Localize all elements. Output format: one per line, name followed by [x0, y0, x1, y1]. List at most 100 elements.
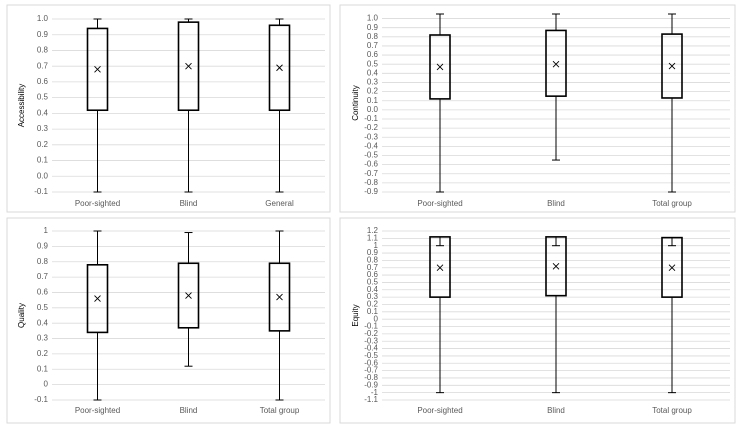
box: [545, 236, 567, 297]
y-tick-label: 0.6: [367, 50, 379, 59]
y-tick-label: 0.7: [37, 272, 49, 281]
mean-marker: [436, 63, 444, 71]
y-tick-label: -0.2: [364, 123, 378, 132]
mean-marker: [436, 264, 444, 272]
y-tick-label: 0.3: [367, 292, 379, 301]
y-tick-label: -0.6: [364, 358, 378, 367]
y-axis-label: Continuity: [351, 85, 360, 121]
y-tick-label: 0.8: [37, 257, 49, 266]
y-tick-label: -0.7: [364, 366, 378, 375]
y-tick-label: 0.7: [37, 61, 49, 70]
y-tick-label: -0.4: [364, 141, 378, 150]
box: [661, 33, 683, 99]
box: [86, 27, 109, 112]
y-tick-label: -0.3: [364, 336, 378, 345]
y-tick-label: 0.4: [367, 285, 379, 294]
mean-marker: [94, 295, 101, 302]
y-tick-label: 0.1: [37, 156, 49, 165]
y-tick-label: 0.4: [37, 318, 49, 327]
y-tick-label: 0.6: [37, 77, 49, 86]
y-axis-label: Equity: [351, 304, 360, 326]
y-tick-label: -0.1: [364, 114, 378, 123]
y-tick-label: 0.0: [37, 171, 49, 180]
y-tick-label: 0.6: [367, 270, 379, 279]
y-tick-label: -0.1: [34, 187, 48, 196]
x-tick-label: Total group: [260, 406, 300, 415]
x-tick-label: Poor-sighted: [417, 406, 462, 415]
y-tick-label: 0.7: [367, 41, 379, 50]
box: [429, 34, 451, 100]
box: [545, 29, 567, 97]
y-tick-label: 0.2: [37, 349, 49, 358]
x-tick-label: Poor-sighted: [417, 199, 462, 208]
y-tick-label: -0.9: [364, 187, 378, 196]
y-tick-label: -0.4: [364, 344, 378, 353]
x-tick-label: Blind: [547, 406, 565, 415]
mean-marker: [276, 293, 283, 301]
y-tick-label: 0.9: [367, 23, 379, 32]
y-tick-label: -0.1: [364, 322, 378, 331]
y-tick-label: -0.1: [34, 395, 48, 404]
box: [268, 24, 291, 112]
panel: [339, 217, 736, 424]
panel: [339, 4, 736, 213]
y-tick-label: 0.8: [367, 256, 379, 265]
y-tick-label: 0.6: [37, 288, 49, 297]
y-tick-label: 0.0: [367, 105, 379, 114]
y-tick-label: 0.3: [37, 124, 49, 133]
y-tick-label: 0.3: [367, 78, 379, 87]
mean-marker: [668, 264, 676, 272]
y-tick-label: 0.2: [367, 87, 379, 96]
y-tick-label: -0.7: [364, 169, 378, 178]
y-tick-label: 0.9: [367, 248, 379, 257]
y-tick-label: 0.4: [37, 108, 49, 117]
panel: [6, 4, 331, 213]
y-tick-label: -0.3: [364, 132, 378, 141]
box: [429, 236, 451, 298]
y-tick-label: 0.5: [367, 59, 379, 68]
mean-marker: [185, 62, 192, 70]
y-axis-label: Accessibility: [17, 84, 26, 128]
y-tick-label: 0.1: [37, 364, 49, 373]
y-tick-label: 0: [374, 314, 379, 323]
y-tick-label: 0: [44, 380, 49, 389]
y-tick-label: 0.2: [367, 300, 379, 309]
box: [661, 236, 683, 298]
y-tick-label: -0.8: [364, 373, 378, 382]
box: [177, 262, 200, 329]
mean-marker: [552, 262, 560, 270]
y-tick-label: 1.0: [37, 14, 49, 23]
y-tick-label: -0.5: [364, 151, 378, 160]
y-tick-label: 0.9: [37, 30, 49, 39]
y-tick-label: -0.8: [364, 178, 378, 187]
x-tick-label: Blind: [180, 199, 198, 208]
y-tick-label: 1.1: [367, 233, 379, 242]
y-tick-label: 0.1: [367, 96, 379, 105]
box: [177, 21, 200, 112]
mean-marker: [94, 66, 101, 73]
x-tick-label: Blind: [547, 199, 565, 208]
y-tick-label: 1: [374, 241, 379, 250]
x-tick-label: Blind: [180, 406, 198, 415]
y-tick-label: 0.4: [367, 68, 379, 77]
y-tick-label: 0.2: [37, 140, 49, 149]
y-tick-label: -1: [371, 388, 379, 397]
x-tick-label: Poor-sighted: [75, 406, 120, 415]
y-tick-label: 1.2: [367, 226, 379, 235]
mean-marker: [185, 292, 192, 299]
y-tick-label: 0.9: [37, 241, 49, 250]
mean-marker: [552, 60, 560, 68]
y-axis-label: Quality: [17, 303, 26, 328]
y-tick-label: 0.5: [37, 303, 49, 312]
x-tick-label: Total group: [652, 199, 692, 208]
y-tick-label: -0.9: [364, 380, 378, 389]
y-tick-label: 1: [44, 226, 49, 235]
panel: [6, 217, 331, 424]
mean-marker: [276, 64, 283, 72]
y-tick-label: -0.2: [364, 329, 378, 338]
x-tick-label: Poor-sighted: [75, 199, 120, 208]
y-tick-label: 0.1: [367, 307, 379, 316]
y-tick-label: 0.5: [367, 278, 379, 287]
y-tick-label: -0.6: [364, 160, 378, 169]
